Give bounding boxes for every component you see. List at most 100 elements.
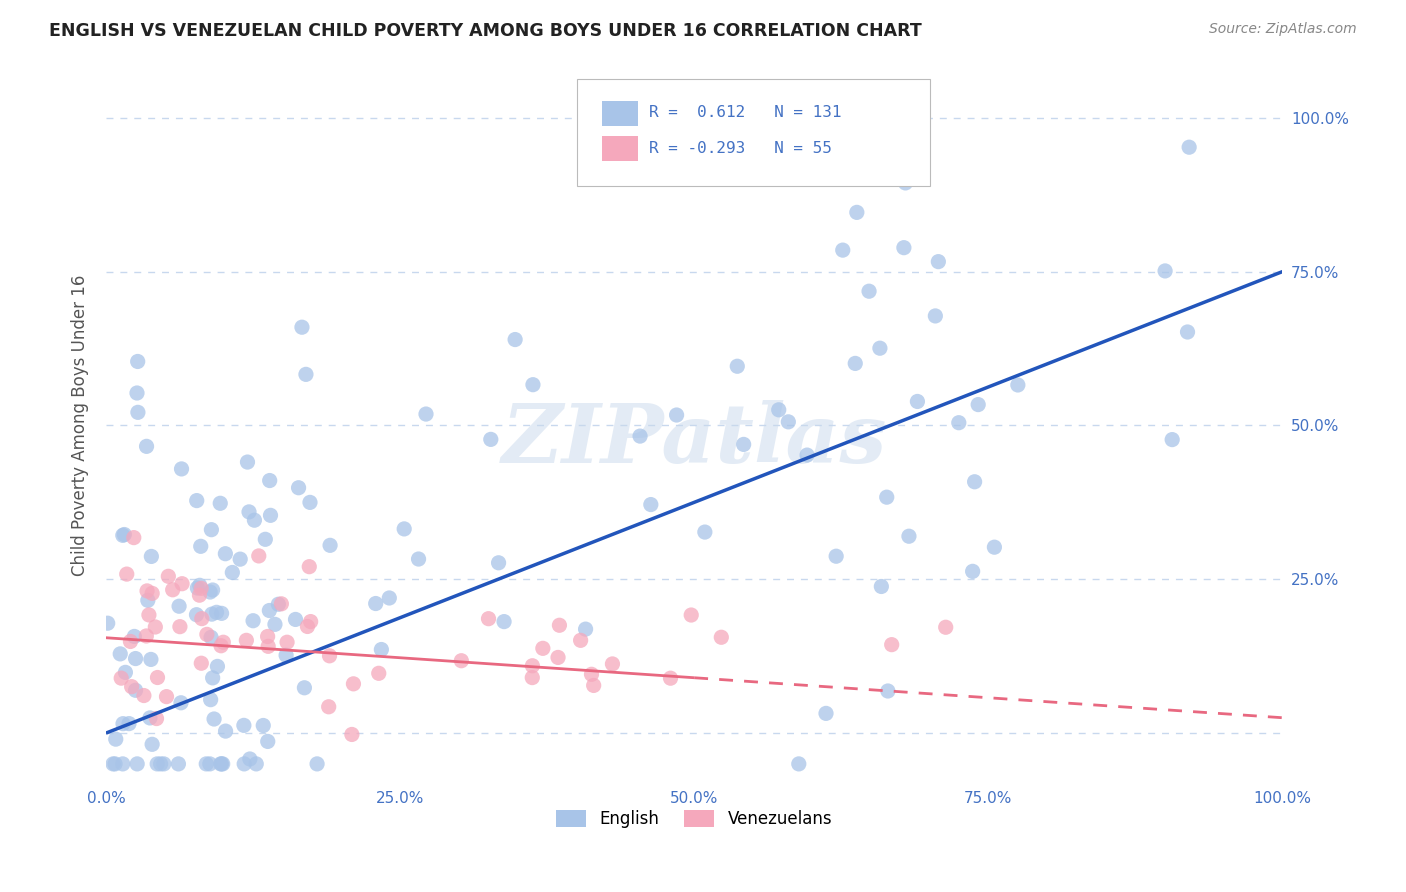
Point — [198, 585, 221, 599]
Point — [201, 582, 224, 597]
Point — [831, 243, 853, 257]
Point — [200, 523, 222, 537]
Point — [221, 566, 243, 580]
Point — [924, 309, 946, 323]
Point — [299, 615, 322, 629]
Point — [245, 756, 267, 771]
Point — [342, 677, 364, 691]
Point — [211, 607, 233, 621]
Point — [114, 665, 136, 680]
Point — [298, 495, 321, 509]
Point — [733, 437, 755, 451]
Point — [254, 533, 277, 547]
Point — [787, 756, 810, 771]
Point — [146, 756, 169, 771]
Point — [569, 633, 592, 648]
Point — [488, 556, 510, 570]
Point — [581, 667, 603, 681]
Point — [948, 416, 970, 430]
Point — [195, 756, 218, 771]
Point — [239, 752, 262, 766]
Point — [796, 448, 818, 462]
Point — [125, 386, 148, 401]
Point — [190, 539, 212, 553]
Point — [876, 684, 898, 698]
Point — [531, 641, 554, 656]
Point — [247, 549, 270, 563]
Point — [200, 692, 222, 706]
Point — [121, 680, 143, 694]
Point — [768, 402, 790, 417]
Point — [367, 666, 389, 681]
Point — [318, 699, 340, 714]
Point — [115, 567, 138, 582]
FancyBboxPatch shape — [602, 136, 638, 161]
Point — [112, 716, 135, 731]
Point — [264, 617, 287, 632]
Point — [122, 531, 145, 545]
Point — [522, 671, 544, 685]
Point — [907, 394, 929, 409]
Point — [127, 756, 149, 771]
Point — [897, 529, 920, 543]
Point — [276, 635, 298, 649]
Point — [229, 552, 252, 566]
Point — [983, 540, 1005, 554]
Point — [869, 341, 891, 355]
Point — [211, 756, 233, 771]
Point — [104, 756, 127, 771]
Point — [195, 627, 218, 641]
Point — [170, 576, 193, 591]
Point — [297, 619, 319, 633]
Point — [132, 689, 155, 703]
Point — [298, 559, 321, 574]
Text: R =  0.612   N = 131: R = 0.612 N = 131 — [650, 105, 842, 120]
Point — [814, 80, 837, 95]
Point — [135, 629, 157, 643]
Point — [155, 690, 177, 704]
FancyBboxPatch shape — [576, 79, 929, 186]
Point — [291, 320, 314, 334]
Point — [392, 522, 415, 536]
Point — [880, 638, 903, 652]
Point — [294, 681, 316, 695]
Point — [188, 588, 211, 602]
Point — [967, 398, 990, 412]
Point — [146, 671, 169, 685]
Point — [522, 658, 544, 673]
Point — [681, 607, 703, 622]
Point — [149, 756, 172, 771]
Point — [232, 718, 254, 732]
Point — [870, 579, 893, 593]
Point — [198, 756, 221, 771]
Point — [845, 205, 868, 219]
Point — [209, 496, 232, 510]
Point — [188, 578, 211, 592]
Point — [205, 605, 228, 619]
Point — [238, 505, 260, 519]
Point — [318, 648, 340, 663]
Point — [257, 640, 280, 654]
Point — [963, 475, 986, 489]
Point — [136, 583, 159, 598]
Point — [170, 696, 193, 710]
Point — [110, 647, 132, 661]
Y-axis label: Child Poverty Among Boys Under 16: Child Poverty Among Boys Under 16 — [72, 275, 89, 576]
FancyBboxPatch shape — [602, 101, 638, 126]
Point — [415, 407, 437, 421]
Point — [214, 724, 236, 739]
Point — [170, 462, 193, 476]
Point — [894, 176, 917, 190]
Point — [190, 657, 212, 671]
Point — [307, 756, 329, 771]
Text: Source: ZipAtlas.com: Source: ZipAtlas.com — [1209, 22, 1357, 37]
Point — [169, 620, 191, 634]
Point — [209, 639, 232, 653]
Point — [120, 634, 142, 648]
Point — [284, 612, 307, 626]
Point — [778, 415, 800, 429]
Point — [138, 607, 160, 622]
Point — [659, 671, 682, 685]
Point — [139, 652, 162, 666]
Point — [211, 756, 233, 771]
